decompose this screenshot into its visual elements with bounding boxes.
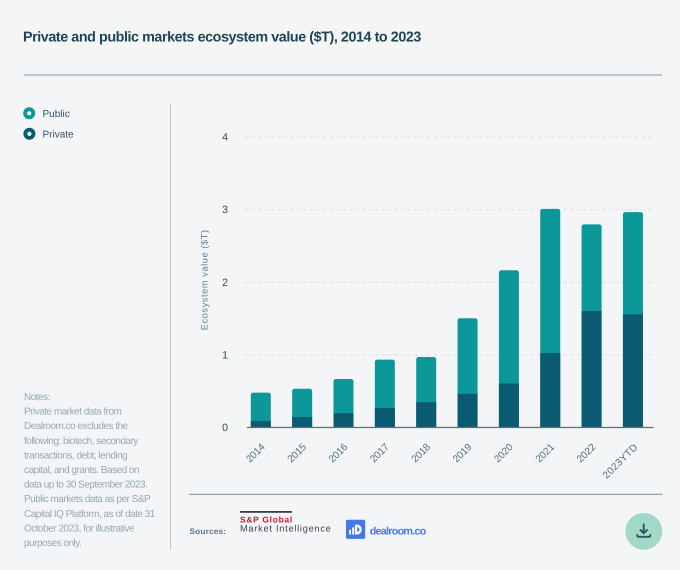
svg-text:Private: Private [43,130,75,141]
svg-text:Private market data from: Private market data from [24,407,122,418]
svg-text:data up to 30 September 2023.: data up to 30 September 2023. [24,480,147,491]
svg-text:Notes:: Notes: [24,392,50,403]
svg-text:transactions, debt, lending: transactions, debt, lending [24,450,127,461]
svg-text:Ecosystem value ($T): Ecosystem value ($T) [200,229,210,330]
svg-text:S&P Global: S&P Global [240,514,293,524]
svg-text:4: 4 [222,132,228,144]
svg-text:Dealroom.co excludes the: Dealroom.co excludes the [24,421,129,432]
svg-text:3: 3 [222,204,228,216]
svg-text:purposes only.: purposes only. [24,538,81,549]
svg-text:Market Intelligence: Market Intelligence [240,524,332,534]
svg-text:following: biotech, secondary: following: biotech, secondary [24,436,138,447]
svg-text:1: 1 [222,349,228,361]
svg-text:Public: Public [43,109,70,120]
svg-text:2: 2 [222,277,228,289]
svg-text:October 2023, for illustrative: October 2023, for illustrative [24,523,135,534]
svg-text:dealroom.co: dealroom.co [370,526,427,538]
svg-text:Capital IQ Platform, as of dat: Capital IQ Platform, as of date 31 [24,509,156,520]
svg-text:Sources:: Sources: [190,527,227,536]
svg-text:Private and public markets eco: Private and public markets ecosystem val… [23,30,421,46]
svg-text:capital, and grants. Based on: capital, and grants. Based on [24,465,139,476]
svg-text:0: 0 [222,422,228,434]
svg-text:Public markets data as per S&P: Public markets data as per S&P [24,494,151,505]
